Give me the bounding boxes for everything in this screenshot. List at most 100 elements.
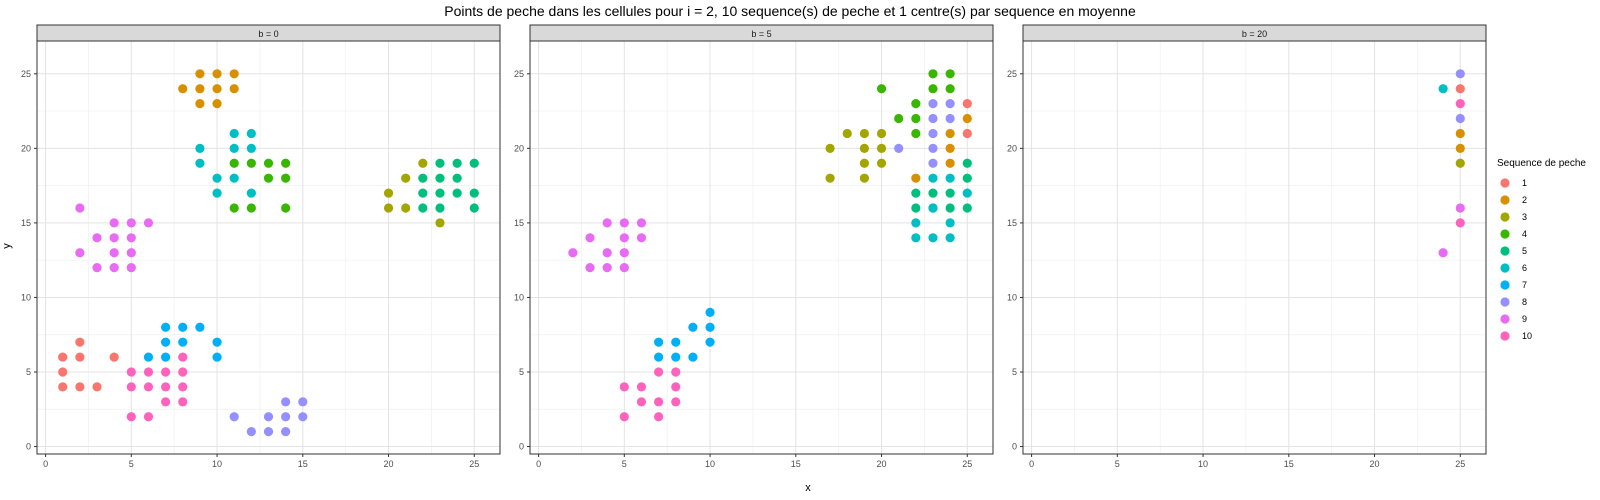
- facet-strip-label: b = 20: [1242, 29, 1267, 39]
- data-point-seq-9: [109, 233, 119, 243]
- data-point-seq-10: [126, 382, 136, 392]
- data-point-seq-9: [619, 233, 629, 243]
- data-point-seq-4: [928, 69, 938, 79]
- data-point-seq-5: [452, 158, 462, 168]
- data-point-seq-3: [876, 143, 887, 153]
- x-tick-label: 0: [536, 459, 541, 469]
- x-tick-label: 5: [1115, 459, 1120, 469]
- facet-strip-label: b = 0: [258, 29, 278, 39]
- x-tick-label: 15: [1284, 459, 1294, 469]
- data-point-seq-8: [928, 113, 938, 124]
- data-point-seq-8: [1455, 69, 1465, 79]
- x-axis-label: x: [805, 482, 811, 494]
- x-tick-label: 5: [129, 459, 134, 469]
- x-tick-label: 20: [877, 459, 887, 469]
- data-point-seq-8: [928, 128, 938, 139]
- data-point-seq-1: [58, 367, 68, 377]
- data-point-seq-6: [928, 203, 938, 213]
- data-point-seq-6: [945, 218, 955, 228]
- data-point-seq-5: [469, 158, 479, 168]
- data-point-seq-10: [126, 367, 136, 377]
- data-point-seq-1: [1455, 84, 1465, 94]
- legend-key-1: [1500, 178, 1510, 188]
- data-point-seq-9: [92, 263, 102, 273]
- data-point-seq-1: [75, 337, 85, 347]
- data-point-seq-9: [636, 233, 647, 243]
- data-point-seq-10: [178, 367, 188, 377]
- data-point-seq-10: [619, 382, 629, 392]
- data-point-seq-9: [636, 218, 647, 228]
- data-point-seq-7: [161, 322, 171, 332]
- data-point-seq-4: [928, 84, 938, 94]
- facet-panel: b = 0 0 5 10 15 20 25 0 5 10 15 20 25: [21, 24, 501, 469]
- data-point-seq-10: [654, 367, 664, 377]
- panel-border: [529, 40, 994, 455]
- data-point-seq-6: [945, 173, 955, 183]
- data-point-seq-2: [178, 84, 188, 94]
- data-point-seq-2: [962, 113, 972, 124]
- data-point-seq-4: [263, 158, 274, 168]
- legend-key-5: [1500, 246, 1510, 256]
- data-point-seq-8: [281, 427, 291, 437]
- data-point-seq-5: [928, 188, 938, 198]
- data-point-seq-2: [195, 84, 205, 94]
- data-point-seq-5: [911, 188, 921, 198]
- data-point-seq-6: [195, 143, 205, 153]
- data-point-seq-8: [945, 113, 955, 124]
- facet-panel: b = 20 0 5 10 15 20 25 0 5 10 15 20 25: [1007, 24, 1487, 469]
- data-point-seq-3: [435, 218, 445, 228]
- data-point-seq-10: [143, 382, 154, 392]
- data-point-seq-10: [178, 397, 188, 407]
- legend-key-4: [1500, 229, 1510, 239]
- y-tick-label: 20: [1007, 143, 1017, 153]
- data-point-seq-7: [705, 307, 715, 317]
- data-point-seq-8: [281, 397, 291, 407]
- data-point-seq-1: [75, 382, 85, 392]
- data-point-seq-10: [671, 367, 681, 377]
- data-point-seq-4: [894, 113, 904, 124]
- data-point-seq-10: [671, 382, 681, 392]
- data-point-seq-7: [143, 352, 154, 362]
- data-point-seq-2: [195, 99, 205, 109]
- data-point-seq-6: [195, 158, 205, 168]
- data-point-seq-4: [263, 173, 274, 183]
- data-point-seq-8: [928, 99, 938, 109]
- data-point-seq-6: [246, 188, 256, 198]
- data-point-seq-2: [229, 69, 239, 79]
- data-point-seq-9: [92, 233, 102, 243]
- data-point-seq-6: [945, 233, 955, 243]
- y-tick-label: 15: [21, 218, 31, 228]
- data-point-seq-7: [195, 322, 205, 332]
- data-point-seq-7: [688, 352, 698, 362]
- y-tick-label: 0: [1012, 442, 1017, 452]
- data-point-seq-6: [911, 233, 921, 243]
- data-point-seq-5: [945, 188, 955, 198]
- legend: Sequence de peche 1 2 3 4 5 6 7 8 9 10: [1497, 158, 1586, 341]
- data-point-seq-5: [452, 173, 462, 183]
- data-point-seq-7: [212, 337, 222, 347]
- data-point-seq-8: [246, 427, 256, 437]
- legend-key-7: [1500, 280, 1510, 290]
- data-point-seq-7: [178, 322, 188, 332]
- data-point-seq-7: [212, 352, 222, 362]
- legend-key-8: [1500, 297, 1510, 307]
- data-point-seq-6: [229, 128, 239, 139]
- data-point-seq-5: [418, 173, 428, 183]
- data-point-seq-3: [401, 173, 411, 183]
- y-tick-label: 25: [514, 69, 524, 79]
- y-tick-label: 20: [21, 143, 31, 153]
- data-point-seq-10: [143, 412, 154, 422]
- data-point-seq-5: [418, 188, 428, 198]
- y-tick-label: 5: [519, 367, 524, 377]
- data-point-seq-6: [962, 188, 972, 198]
- data-point-seq-7: [705, 337, 715, 347]
- data-point-seq-1: [58, 352, 68, 362]
- data-point-seq-9: [585, 263, 595, 273]
- data-point-seq-5: [435, 173, 445, 183]
- x-tick-label: 25: [1455, 459, 1465, 469]
- data-point-seq-8: [928, 143, 938, 153]
- data-point-seq-3: [383, 203, 394, 213]
- data-point-seq-10: [636, 397, 647, 407]
- data-point-seq-3: [383, 188, 394, 198]
